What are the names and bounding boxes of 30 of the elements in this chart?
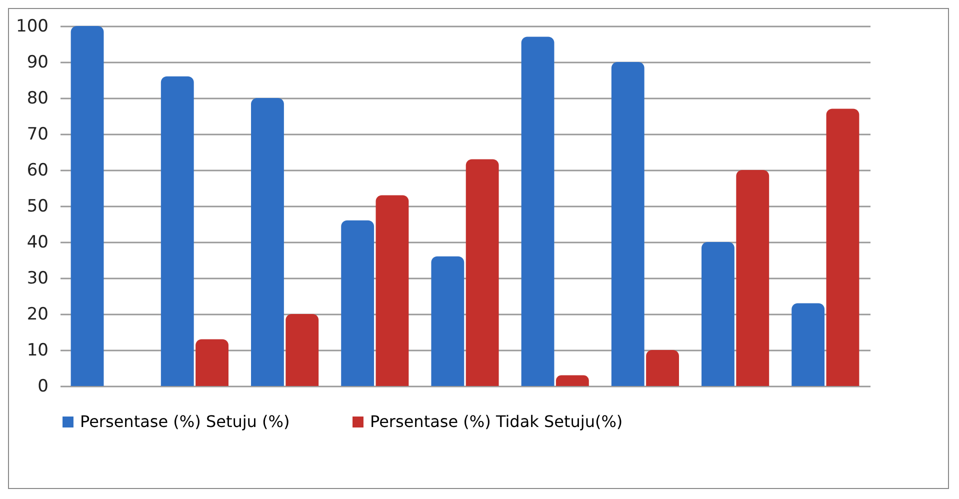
bar [70,26,104,386]
bar [702,242,734,386]
bar [376,195,409,386]
y-tick-label: 50 [26,196,48,216]
bar [736,170,770,386]
bar [466,159,499,386]
y-tick-label: 40 [26,232,48,252]
bar [431,256,464,386]
y-tick-label: 30 [26,268,48,288]
bar [251,98,284,386]
bar [646,350,679,386]
bar [611,62,644,386]
bar [826,108,860,386]
bar [341,220,374,386]
legend-label: Persentase (%) Setuju (%) [80,412,290,431]
bar [286,314,319,386]
y-tick-label: 10 [26,340,48,360]
y-tick-label: 80 [26,88,48,108]
legend-label: Persentase (%) Tidak Setuju(%) [370,412,623,431]
bar [196,339,228,386]
y-tick-label: 100 [16,16,48,36]
y-tick-label: 90 [26,52,48,72]
y-tick-label: 60 [26,160,48,180]
y-tick-label: 70 [26,124,48,144]
bar [160,76,194,386]
bar [521,36,554,386]
y-tick-label: 0 [38,376,48,396]
y-tick-label: 20 [26,304,48,324]
bar [792,303,825,386]
bar [556,375,589,386]
